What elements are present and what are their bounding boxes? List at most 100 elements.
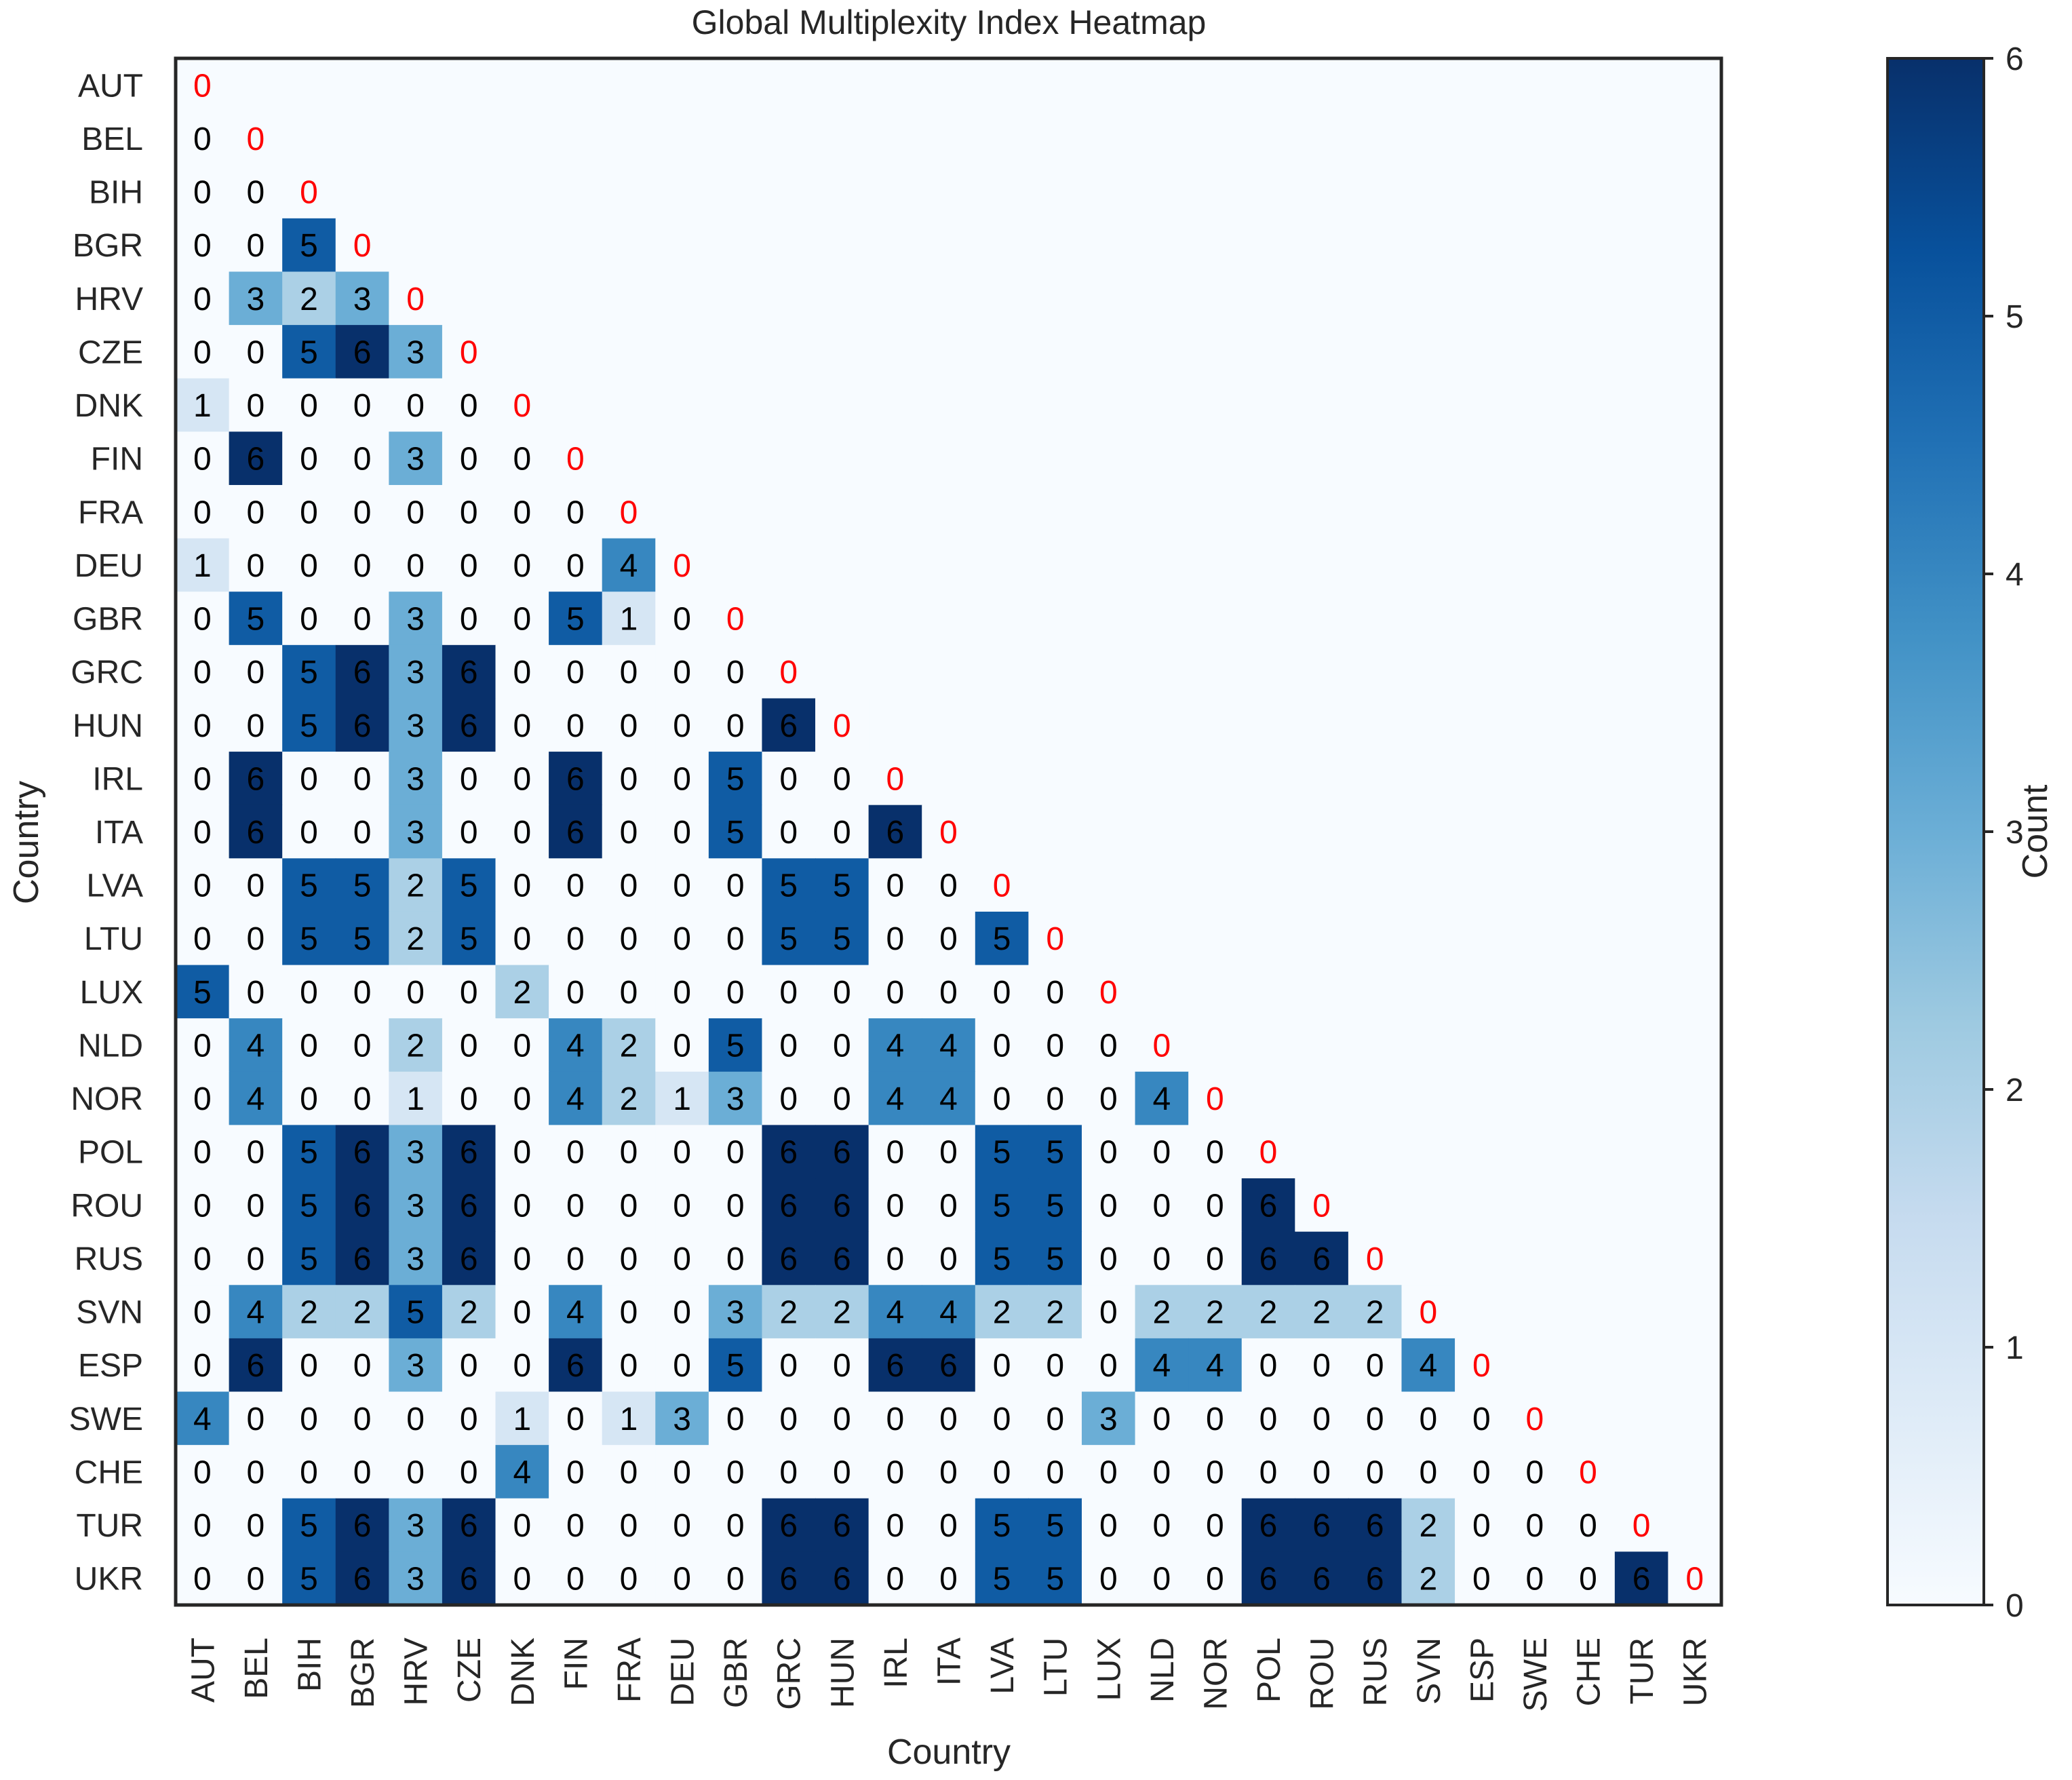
heatmap-cell bbox=[389, 858, 443, 912]
cell-label: 0 bbox=[513, 655, 531, 691]
cell-label: 3 bbox=[406, 1562, 425, 1598]
heatmap-cell bbox=[868, 1018, 922, 1072]
cell-label: 5 bbox=[300, 1188, 318, 1224]
heatmap-cell bbox=[602, 1071, 656, 1126]
cell-label: 0 bbox=[193, 1188, 212, 1224]
cell-label: 0 bbox=[353, 1348, 372, 1384]
cell-label: 0 bbox=[566, 548, 585, 584]
heatmap-cell bbox=[762, 965, 816, 1019]
cell-label: 6 bbox=[353, 1241, 372, 1277]
heatmap-cell bbox=[1241, 1445, 1295, 1499]
heatmap-cell bbox=[389, 911, 443, 966]
heatmap-cell bbox=[229, 1285, 283, 1339]
diagonal-cell-label: 0 bbox=[1685, 1562, 1704, 1598]
heatmap-cell bbox=[229, 1178, 283, 1233]
heatmap-cell bbox=[549, 1285, 603, 1339]
heatmap-cell bbox=[815, 1231, 869, 1285]
cell-label: 0 bbox=[620, 921, 638, 957]
colorbar-tick-label: 5 bbox=[2006, 299, 2024, 335]
chart-title: Global Multiplexity Index Heatmap bbox=[692, 3, 1207, 41]
cell-label: 0 bbox=[726, 1135, 745, 1171]
cell-label: 0 bbox=[1259, 1348, 1278, 1384]
heatmap-cell bbox=[335, 271, 389, 326]
heatmap-cell bbox=[282, 1338, 336, 1393]
cell-label: 0 bbox=[1206, 1454, 1224, 1490]
cell-label: 0 bbox=[566, 1562, 585, 1598]
cell-label: 1 bbox=[513, 1401, 531, 1437]
heatmap-cell bbox=[335, 325, 389, 379]
heatmap-cell bbox=[282, 858, 336, 912]
heatmap-cell bbox=[922, 911, 976, 966]
heatmap-cell bbox=[335, 965, 389, 1019]
heatmap-cell bbox=[1401, 1391, 1455, 1446]
heatmap-cell bbox=[176, 1338, 230, 1393]
heatmap-cell bbox=[176, 484, 230, 539]
y-tick-label: GRC bbox=[71, 655, 143, 691]
cell-label: 3 bbox=[673, 1401, 691, 1437]
heatmap-cell bbox=[655, 911, 709, 966]
cell-label: 0 bbox=[673, 761, 691, 797]
heatmap-cell bbox=[815, 1338, 869, 1393]
heatmap-cell bbox=[389, 1498, 443, 1552]
heatmap-cell bbox=[1455, 1391, 1509, 1446]
heatmap-cell bbox=[1348, 1391, 1403, 1446]
cell-label: 0 bbox=[566, 1188, 585, 1224]
colorbar-gradient bbox=[1886, 57, 1985, 1606]
cell-label: 0 bbox=[886, 975, 905, 1011]
cell-label: 2 bbox=[1206, 1295, 1224, 1331]
heatmap-cell bbox=[975, 1231, 1029, 1285]
heatmap-cell bbox=[655, 1551, 709, 1606]
heatmap-cell bbox=[708, 965, 763, 1019]
heatmap-cell bbox=[495, 592, 549, 646]
cell-label: 0 bbox=[1526, 1454, 1544, 1490]
cell-label: 0 bbox=[193, 602, 212, 638]
y-tick-label: FIN bbox=[91, 442, 143, 478]
cell-label: 4 bbox=[939, 1295, 958, 1331]
cell-label: 4 bbox=[566, 1081, 585, 1117]
y-tick-label: ITA bbox=[95, 815, 143, 851]
heatmap-cell bbox=[229, 1551, 283, 1606]
heatmap-cell bbox=[762, 1125, 816, 1179]
cell-label: 0 bbox=[1206, 1401, 1224, 1437]
cell-label: 3 bbox=[353, 282, 372, 317]
heatmap-cell bbox=[282, 1285, 336, 1339]
heatmap-cell bbox=[1455, 1498, 1509, 1552]
x-tick-label: GBR bbox=[718, 1638, 754, 1708]
heatmap-cell bbox=[1614, 1551, 1669, 1606]
cell-label: 0 bbox=[193, 761, 212, 797]
heatmap-cell bbox=[282, 752, 336, 806]
heatmap-cell bbox=[975, 965, 1029, 1019]
cell-label: 0 bbox=[566, 708, 585, 744]
heatmap-cell bbox=[282, 1071, 336, 1126]
cell-label: 0 bbox=[779, 1401, 798, 1437]
cell-label: 3 bbox=[406, 815, 425, 851]
heatmap-cell bbox=[868, 1071, 922, 1126]
cell-label: 6 bbox=[833, 1508, 851, 1544]
heatmap-cell bbox=[282, 911, 336, 966]
heatmap-cell bbox=[762, 644, 816, 699]
heatmap-cell bbox=[495, 1178, 549, 1233]
cell-label: 5 bbox=[300, 708, 318, 744]
diagonal-cell-label: 0 bbox=[1046, 921, 1064, 957]
cell-label: 6 bbox=[566, 815, 585, 851]
heatmap-cell bbox=[229, 698, 283, 752]
heatmap-cell bbox=[922, 1178, 976, 1233]
heatmap-cell bbox=[282, 1018, 336, 1072]
heatmap-cell bbox=[1295, 1285, 1349, 1339]
y-tick-label: HUN bbox=[73, 708, 143, 744]
heatmap-cell bbox=[1081, 1018, 1136, 1072]
heatmap-cell bbox=[1028, 965, 1082, 1019]
cell-label: 0 bbox=[726, 1401, 745, 1437]
heatmap-cell bbox=[1614, 1498, 1669, 1552]
cell-label: 6 bbox=[566, 761, 585, 797]
colorbar-tick-label: 4 bbox=[2006, 557, 2024, 593]
heatmap-cell bbox=[495, 1338, 549, 1393]
heatmap-cell bbox=[229, 538, 283, 592]
cell-label: 5 bbox=[300, 334, 318, 370]
cell-label: 4 bbox=[566, 1295, 585, 1331]
x-tick-label: BIH bbox=[292, 1638, 328, 1692]
cell-label: 4 bbox=[1152, 1081, 1171, 1117]
heatmap-cell bbox=[1241, 1285, 1295, 1339]
cell-label: 5 bbox=[993, 1241, 1011, 1277]
heatmap-cell bbox=[815, 1071, 869, 1126]
